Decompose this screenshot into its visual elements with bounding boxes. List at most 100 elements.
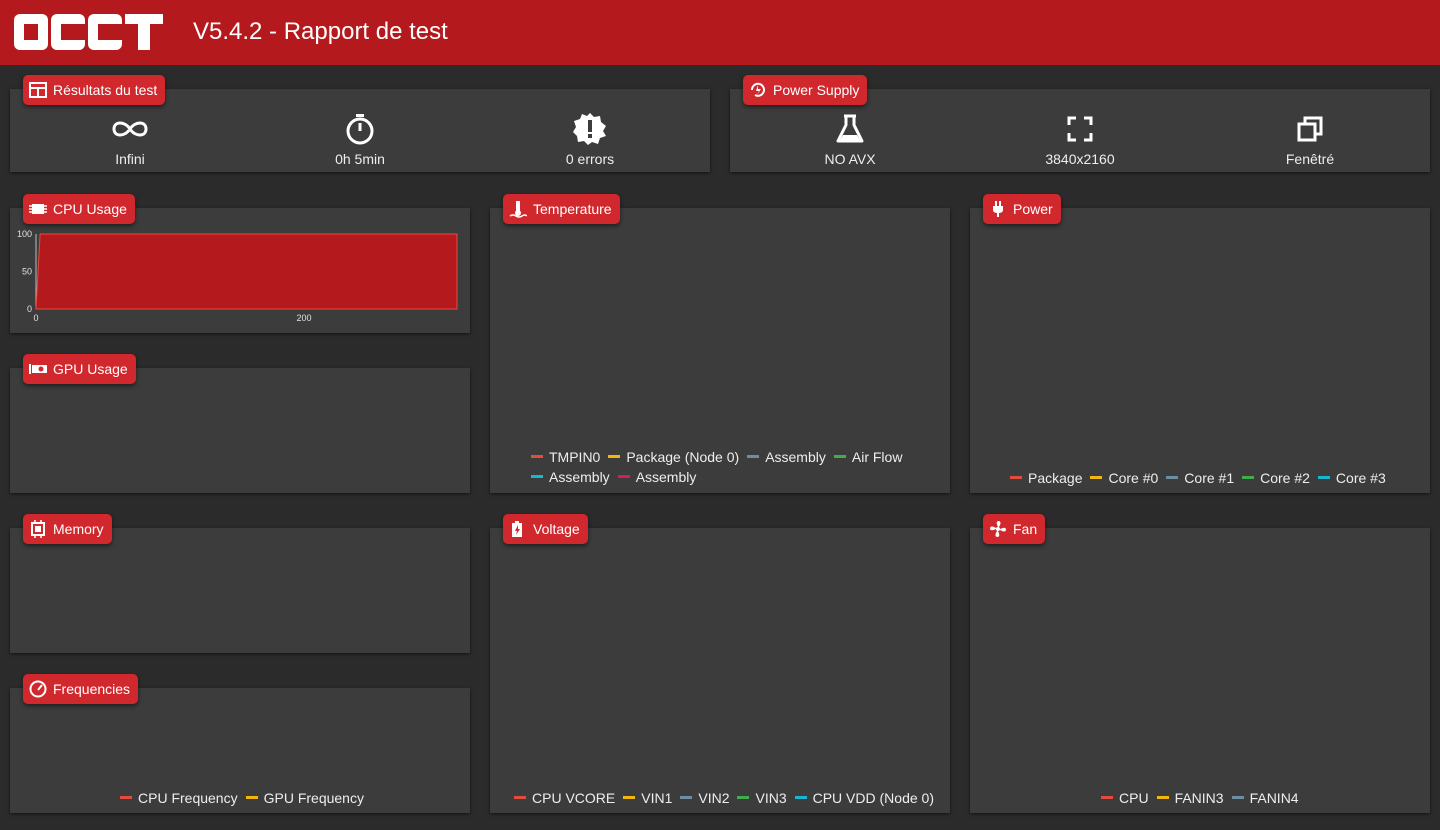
- stat-duration-mode: Infini: [30, 113, 230, 167]
- legend-swatch: [794, 795, 807, 799]
- legend-swatch: [608, 454, 621, 458]
- memory-badge: Memory: [23, 514, 112, 544]
- stat-elapsed-time: 0h 5min: [260, 113, 460, 167]
- legend-label: VIN2: [698, 790, 730, 806]
- legend-label: VIN1: [641, 790, 673, 806]
- legend-label: Assembly: [549, 469, 610, 485]
- legend-label: Package: [1028, 470, 1083, 486]
- legend-label: FANIN4: [1249, 790, 1299, 806]
- frequencies-badge: Frequencies: [23, 674, 139, 704]
- window-mode-label: Fenêtré: [1285, 151, 1335, 167]
- legend-item: Core #2: [1242, 468, 1310, 488]
- legend-label: Assembly: [635, 469, 697, 485]
- results-badge: Résultats du test: [23, 75, 166, 105]
- stopwatch-icon: [346, 114, 374, 145]
- legend-swatch: [617, 474, 630, 478]
- fan-legend: CPU FANIN3 FANIN4: [1101, 788, 1421, 808]
- table-icon: [29, 82, 47, 98]
- cpu_usage-x-tick-label: 0: [33, 313, 38, 323]
- legend-label: Core #2: [1260, 470, 1310, 486]
- legend-swatch: [1242, 475, 1255, 479]
- legend-item: Air Flow: [833, 447, 903, 467]
- legend-item: Assembly: [747, 447, 826, 467]
- temperature-badge-label: Temperature: [533, 201, 612, 217]
- legend-swatch: [245, 795, 258, 799]
- cpu_usage-area-series: [35, 233, 458, 310]
- instruction-set-label: NO AVX: [824, 151, 876, 167]
- legend-swatch: [1166, 475, 1179, 479]
- gpu-usage-panel: [10, 368, 470, 493]
- stat-window-mode: Fenêtré: [1210, 113, 1410, 167]
- legend-item: CPU: [1101, 788, 1149, 808]
- alert-badge-icon: [573, 113, 606, 145]
- stat-resolution: 3840x2160: [980, 113, 1180, 167]
- power-cycle-icon: [750, 82, 765, 97]
- legend-swatch: [680, 795, 693, 799]
- memory-chip-icon: [31, 520, 45, 538]
- window-restore-icon: [1297, 116, 1323, 142]
- battery-charging-icon: [512, 521, 522, 537]
- legend-item: Core #3: [1317, 468, 1386, 488]
- legend-swatch: [1231, 795, 1244, 799]
- gpu-card-icon: [29, 364, 47, 374]
- legend-label: VIN3: [755, 790, 787, 806]
- cpu-chip-icon: [29, 204, 47, 214]
- fan-panel: [970, 528, 1430, 813]
- legend-swatch: [833, 454, 846, 458]
- legend-label: CPU VDD (Node 0): [812, 790, 934, 806]
- temperature-legend: TMPIN0 Package (Node 0) Assembly Air Flow As…: [531, 447, 941, 487]
- gpu-usage-badge: GPU Usage: [23, 354, 136, 384]
- stat-instruction-set: NO AVX: [750, 113, 950, 167]
- legend-item: VIN2: [680, 788, 729, 808]
- cpu_usage-y-tick-label: 50: [22, 267, 32, 277]
- legend-item: CPU VDD (Node 0): [794, 788, 934, 808]
- gpu-usage-badge-label: GPU Usage: [53, 361, 128, 377]
- legend-swatch: [1156, 795, 1169, 799]
- legend-label: Air Flow: [851, 449, 903, 465]
- voltage-panel: [490, 528, 950, 813]
- legend-label: CPU Frequency: [138, 790, 238, 806]
- fan-icon: [990, 521, 1006, 537]
- temperature-badge: Temperature: [503, 194, 620, 224]
- report-title: V5.4.2 - Rapport de test: [193, 18, 448, 45]
- legend-item: CPU VCORE: [514, 788, 615, 808]
- power-panel: [970, 208, 1430, 493]
- voltage-legend: CPU VCORE VIN1 VIN2 VIN3 CPU VDD (Node 0): [514, 788, 944, 808]
- legend-swatch: [531, 454, 543, 458]
- temperature-panel: [490, 208, 950, 493]
- frequencies-panel: [10, 688, 470, 813]
- elapsed-time-label: 0h 5min: [335, 151, 385, 167]
- voltage-badge-label: Voltage: [533, 521, 580, 537]
- legend-label: TMPIN0: [549, 449, 601, 465]
- memory-badge-label: Memory: [53, 521, 104, 537]
- legend-swatch: [531, 474, 543, 478]
- legend-item: Assembly: [617, 467, 697, 487]
- legend-swatch: [514, 795, 526, 799]
- legend-swatch: [737, 795, 750, 799]
- legend-item: Core #1: [1166, 468, 1234, 488]
- legend-item: TMPIN0: [531, 447, 600, 467]
- resolution-label: 3840x2160: [1045, 151, 1115, 167]
- cpu_usage-x-tick-label: 200: [296, 313, 311, 323]
- legend-item: Core #0: [1090, 468, 1158, 488]
- legend-label: CPU: [1119, 790, 1149, 806]
- cpu_usage-y-tick-label: 0: [27, 304, 32, 314]
- results-badge-label: Résultats du test: [53, 82, 158, 98]
- voltage-badge: Voltage: [503, 514, 588, 544]
- legend-item: Package: [1010, 468, 1082, 488]
- legend-swatch: [1010, 475, 1022, 479]
- legend-label: Core #0: [1108, 470, 1159, 486]
- legend-swatch: [1101, 795, 1113, 799]
- legend-swatch: [747, 454, 760, 458]
- legend-label: GPU Frequency: [263, 790, 364, 806]
- header-bar: V5.4.2 - Rapport de test: [0, 0, 1440, 65]
- cpu-usage-badge: CPU Usage: [23, 194, 135, 224]
- flask-icon: [836, 114, 864, 143]
- legend-label: CPU VCORE: [532, 790, 616, 806]
- cpu-usage-badge-label: CPU Usage: [53, 201, 127, 217]
- legend-label: Assembly: [765, 449, 826, 465]
- thermometer-icon: [509, 201, 527, 218]
- legend-swatch: [623, 795, 636, 799]
- legend-swatch: [1317, 475, 1330, 479]
- legend-item: CPU Frequency: [120, 788, 238, 808]
